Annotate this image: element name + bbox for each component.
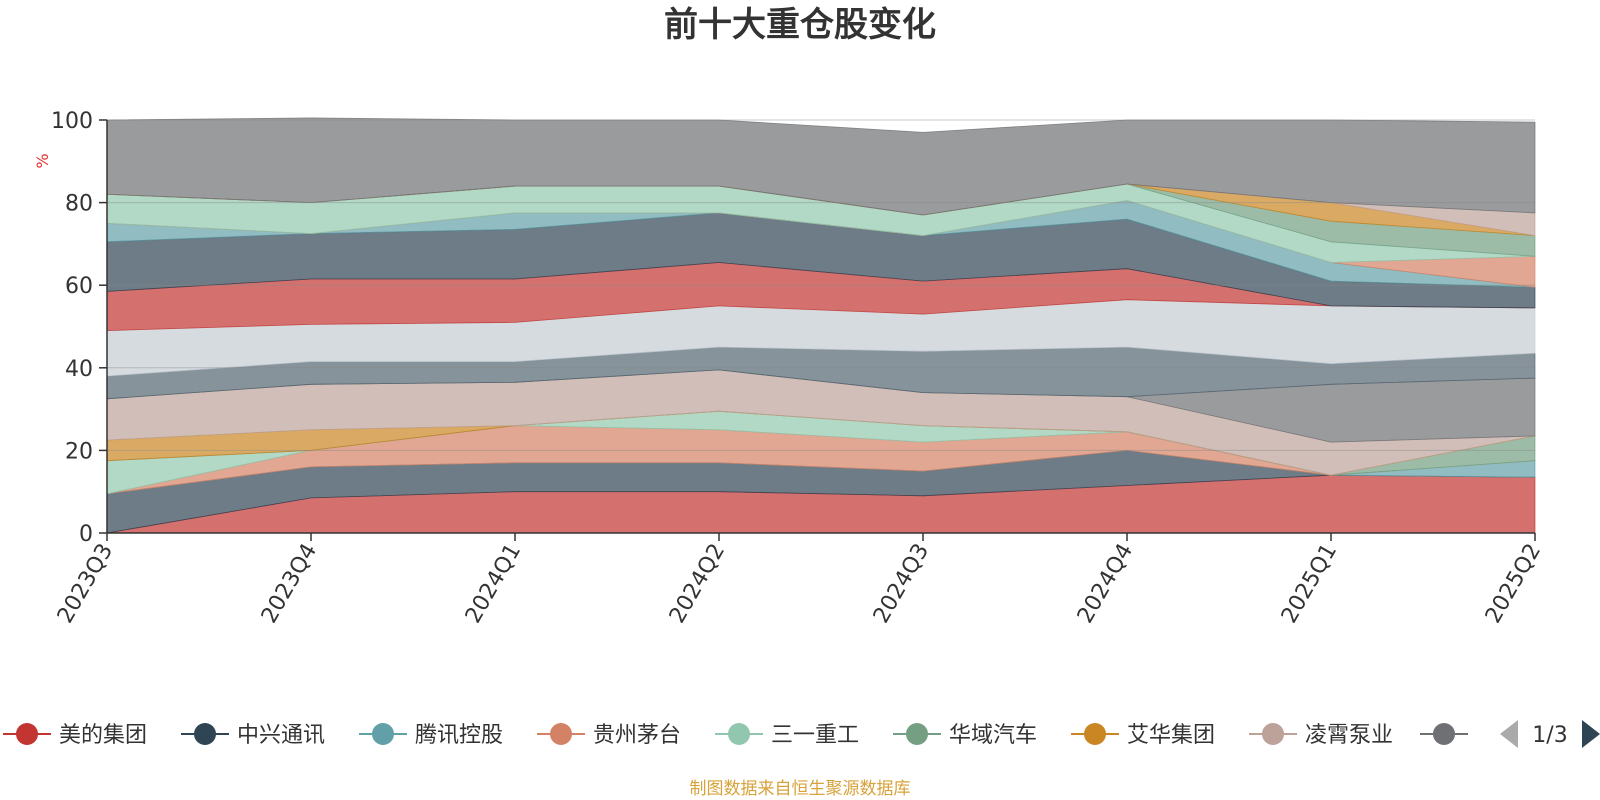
grid-layer (107, 119, 1535, 451)
y-tick-label: 0 (79, 522, 93, 547)
source-note: 制图数据来自恒生聚源数据库 (689, 779, 911, 799)
legend-marker (1433, 723, 1455, 745)
legend-label: 贵州茅台 (593, 723, 681, 748)
legend-label: 中兴通讯 (237, 723, 325, 748)
legend-prev-page-icon[interactable] (1500, 720, 1518, 748)
legend-item-partial[interactable] (1420, 723, 1468, 745)
x-tick-label: 2024Q1 (461, 540, 526, 628)
legend-item[interactable]: 华域汽车 (893, 723, 1037, 748)
x-tick-label: 2025Q2 (1481, 540, 1546, 628)
legend-item[interactable]: 艾华集团 (1071, 723, 1215, 748)
legend-item[interactable]: 中兴通讯 (181, 723, 325, 748)
legend-marker (1262, 723, 1284, 745)
legend-item[interactable]: 美的集团 (3, 723, 147, 748)
x-tick-label: 2023Q3 (53, 540, 118, 628)
x-tick-label: 2024Q3 (869, 540, 934, 628)
y-tick-label: 60 (65, 274, 93, 299)
x-tick-label: 2024Q2 (665, 540, 730, 628)
legend-marker (550, 723, 572, 745)
legend-label: 华域汽车 (949, 723, 1037, 748)
legend-marker (1084, 723, 1106, 745)
y-tick-label: 40 (65, 357, 93, 382)
x-tick-label: 2024Q4 (1073, 540, 1138, 628)
y-tick-label: 20 (65, 439, 93, 464)
legend-label: 艾华集团 (1127, 723, 1215, 748)
legend-marker (728, 723, 750, 745)
legend-item[interactable]: 三一重工 (715, 723, 859, 748)
legend-marker (372, 723, 394, 745)
x-tick-label: 2023Q4 (257, 540, 322, 628)
legend-page-indicator: 1/3 (1532, 723, 1567, 748)
legend: 美的集团 中兴通讯 腾讯控股 贵州茅台 三一重工 华域汽车 艾华集团 凌霄泵业 1/3 (3, 720, 1600, 748)
y-tick-label: 80 (65, 192, 93, 217)
legend-label: 美的集团 (59, 723, 147, 748)
area-chart: 0 20 40 60 80 100 2023Q3 2023Q4 2024Q1 2024Q2 2024… (3, 109, 1600, 748)
area-layer (106, 117, 1536, 534)
legend-marker (194, 723, 216, 745)
legend-item[interactable]: 贵州茅台 (537, 723, 681, 748)
legend-marker (906, 723, 928, 745)
legend-marker (16, 723, 38, 745)
legend-item[interactable]: 腾讯控股 (359, 723, 503, 748)
legend-label: 腾讯控股 (415, 723, 503, 748)
y-axis-unit-label: % (33, 153, 52, 168)
legend-item[interactable]: 凌霄泵业 (1249, 723, 1393, 748)
area-series-20 (106, 117, 1536, 216)
legend-next-page-icon[interactable] (1582, 720, 1600, 748)
y-tick-label: 100 (51, 109, 93, 134)
x-tick-label: 2025Q1 (1277, 540, 1342, 628)
chart-title: 前十大重仓股变化 (664, 5, 936, 45)
legend-label: 凌霄泵业 (1305, 723, 1393, 748)
legend-label: 三一重工 (771, 723, 859, 748)
